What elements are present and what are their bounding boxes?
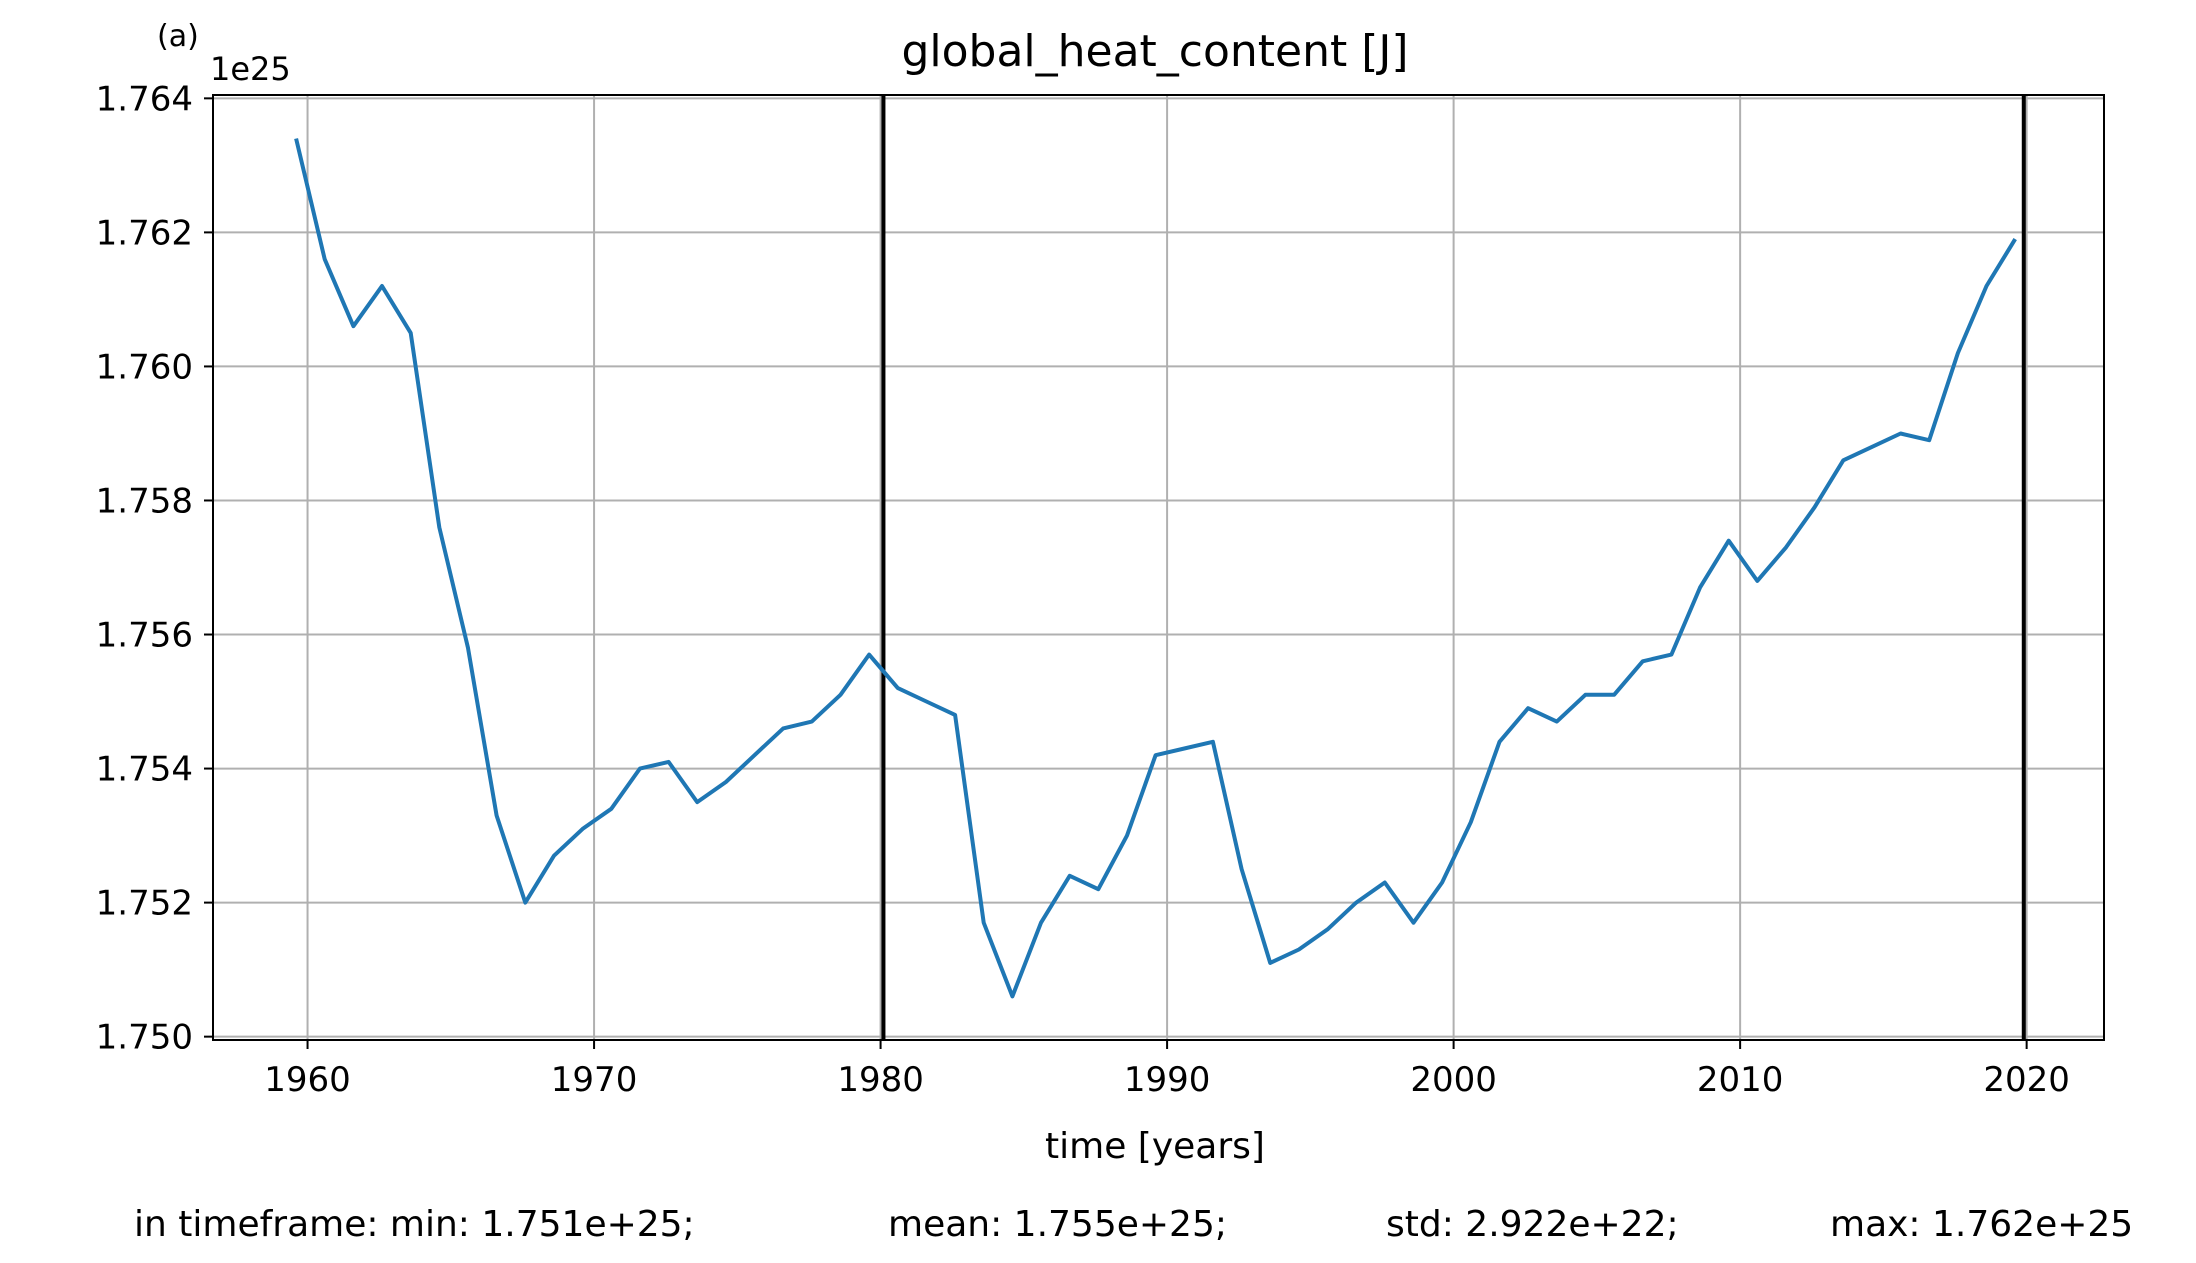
y-offset-label: 1e25 bbox=[210, 50, 291, 88]
y-tick-label: 1.756 bbox=[96, 616, 193, 656]
grid-lines bbox=[213, 95, 2104, 1040]
footer-mean: mean: 1.755e+25; bbox=[888, 1204, 1227, 1245]
y-tick-label: 1.758 bbox=[96, 481, 193, 521]
chart-title: global_heat_content [J] bbox=[901, 26, 1408, 77]
footer-min: in timeframe: min: 1.751e+25; bbox=[134, 1204, 695, 1245]
footer-max: max: 1.762e+25 bbox=[1830, 1204, 2133, 1245]
y-tick-label: 1.762 bbox=[96, 213, 193, 253]
y-tick-label: 1.760 bbox=[96, 347, 193, 387]
y-tick-label: 1.754 bbox=[96, 750, 193, 790]
x-tick-label: 1970 bbox=[551, 1060, 638, 1100]
y-tick-label: 1.752 bbox=[96, 884, 193, 924]
footer-std: std: 2.922e+22; bbox=[1386, 1204, 1679, 1245]
x-tick-label: 1990 bbox=[1124, 1060, 1211, 1100]
axis-ticks: 1960 1970 1980 1990 2000 2010 2020 1.750 1.752 1.… bbox=[96, 79, 2070, 1100]
axes-frame bbox=[212, 94, 2105, 1041]
x-axis-label: time [years] bbox=[1045, 1126, 1265, 1167]
vertical-marker-lines bbox=[881, 95, 2026, 1040]
x-tick-label: 2020 bbox=[1983, 1060, 2070, 1100]
series-group bbox=[294, 138, 2017, 999]
x-tick-label: 1960 bbox=[264, 1060, 351, 1100]
y-tick-label: 1.750 bbox=[96, 1018, 193, 1058]
panel-label: (a) bbox=[157, 19, 199, 54]
x-tick-label: 2000 bbox=[1410, 1060, 1497, 1100]
x-tick-label: 1980 bbox=[837, 1060, 924, 1100]
axes-border bbox=[212, 94, 2105, 1041]
x-tick-label: 2010 bbox=[1697, 1060, 1784, 1100]
y-tick-label: 1.764 bbox=[96, 79, 193, 119]
